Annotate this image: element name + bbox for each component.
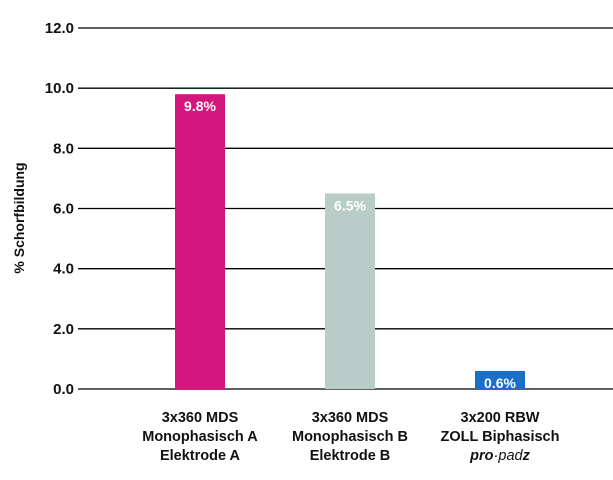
category-label-line: 3x360 MDS	[162, 410, 239, 426]
category-label-line: ZOLL Biphasisch	[441, 429, 560, 445]
y-axis-label: % Schorfbildung	[11, 162, 27, 273]
y-tick-label: 10.0	[45, 80, 74, 97]
y-tick-label: 12.0	[45, 20, 74, 37]
bar-value-label: 6.5%	[334, 197, 366, 213]
y-tick-label: 8.0	[53, 140, 74, 157]
category-labels: 3x360 MDS Monophasisch A Elektrode A 3x360 …	[142, 410, 559, 464]
category-label-line: Monophasisch A	[142, 429, 258, 445]
y-tick-label: 6.0	[53, 201, 74, 218]
bar	[175, 94, 225, 389]
value-labels: 9.8% 6.5% 0.6%	[184, 98, 516, 391]
y-tick-labels: 0.0 2.0 4.0 6.0 8.0 10.0 12.0	[45, 20, 74, 398]
y-tick-label: 4.0	[53, 261, 74, 278]
bar	[475, 370, 525, 389]
bar	[325, 193, 375, 389]
y-tick-label: 2.0	[53, 321, 74, 338]
category-label-line: Monophasisch B	[292, 429, 408, 445]
category-label-line: 3x360 MDS	[312, 410, 389, 426]
bars	[175, 94, 525, 389]
brand-logo-pro-padz: pro·padz	[469, 448, 530, 464]
bar-value-label: 9.8%	[184, 98, 216, 114]
category-label-line: Elektrode A	[160, 448, 241, 464]
category-label-line: 3x200 RBW	[461, 410, 540, 426]
bar-value-label: 0.6%	[484, 375, 516, 391]
category-label-line: Elektrode B	[310, 448, 391, 464]
y-tick-label: 0.0	[53, 381, 74, 398]
